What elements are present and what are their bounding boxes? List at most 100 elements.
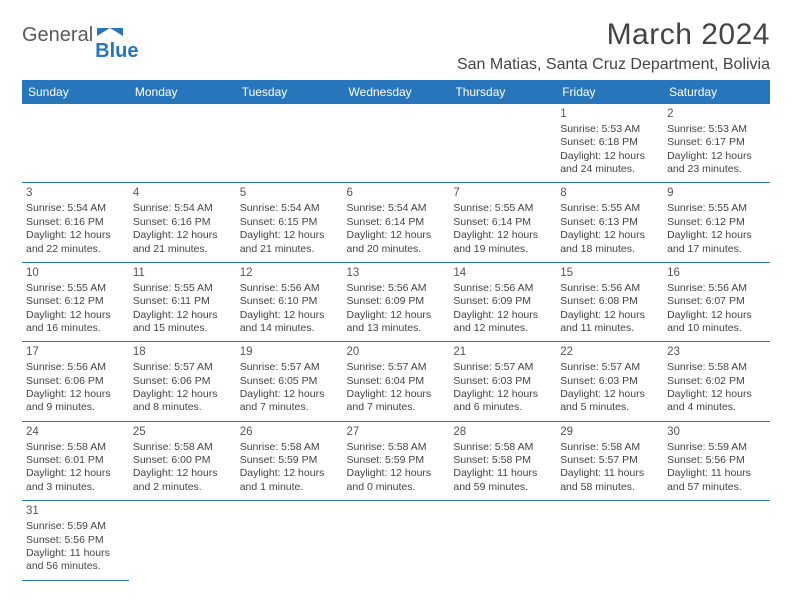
daylight-line: Daylight: 12 hours and 8 minutes. bbox=[133, 388, 232, 415]
sunset-line: Sunset: 6:06 PM bbox=[133, 375, 232, 388]
title-block: March 2024 San Matias, Santa Cruz Depart… bbox=[457, 18, 770, 74]
sunset-line: Sunset: 6:10 PM bbox=[240, 295, 339, 308]
calendar-day: 2Sunrise: 5:53 AMSunset: 6:17 PMDaylight… bbox=[663, 104, 770, 183]
sunset-line: Sunset: 6:12 PM bbox=[667, 216, 766, 229]
sunset-line: Sunset: 5:59 PM bbox=[240, 454, 339, 467]
sunrise-line: Sunrise: 5:57 AM bbox=[560, 361, 659, 374]
sunrise-line: Sunrise: 5:58 AM bbox=[560, 441, 659, 454]
sunset-line: Sunset: 6:03 PM bbox=[453, 375, 552, 388]
daylight-line: Daylight: 12 hours and 21 minutes. bbox=[240, 229, 339, 256]
sunrise-line: Sunrise: 5:54 AM bbox=[240, 202, 339, 215]
sunrise-line: Sunrise: 5:56 AM bbox=[667, 282, 766, 295]
sunrise-line: Sunrise: 5:53 AM bbox=[560, 123, 659, 136]
day-number: 9 bbox=[667, 186, 766, 201]
day-number: 14 bbox=[453, 266, 552, 281]
day-number: 27 bbox=[347, 425, 446, 440]
calendar-day: 7Sunrise: 5:55 AMSunset: 6:14 PMDaylight… bbox=[449, 183, 556, 262]
sunset-line: Sunset: 5:58 PM bbox=[453, 454, 552, 467]
sunrise-line: Sunrise: 5:58 AM bbox=[453, 441, 552, 454]
sunset-line: Sunset: 6:16 PM bbox=[133, 216, 232, 229]
calendar-empty bbox=[129, 501, 236, 580]
sunset-line: Sunset: 5:56 PM bbox=[26, 534, 125, 547]
sunrise-line: Sunrise: 5:58 AM bbox=[347, 441, 446, 454]
daylight-line: Daylight: 12 hours and 3 minutes. bbox=[26, 467, 125, 494]
calendar-day: 13Sunrise: 5:56 AMSunset: 6:09 PMDayligh… bbox=[343, 262, 450, 341]
calendar-day: 4Sunrise: 5:54 AMSunset: 6:16 PMDaylight… bbox=[129, 183, 236, 262]
calendar-day: 27Sunrise: 5:58 AMSunset: 5:59 PMDayligh… bbox=[343, 421, 450, 500]
day-number: 7 bbox=[453, 186, 552, 201]
sunrise-line: Sunrise: 5:58 AM bbox=[133, 441, 232, 454]
day-number: 18 bbox=[133, 345, 232, 360]
day-number: 17 bbox=[26, 345, 125, 360]
day-number: 12 bbox=[240, 266, 339, 281]
sunset-line: Sunset: 6:00 PM bbox=[133, 454, 232, 467]
sunrise-line: Sunrise: 5:57 AM bbox=[347, 361, 446, 374]
calendar-empty bbox=[449, 104, 556, 183]
calendar-empty bbox=[343, 104, 450, 183]
calendar-day: 20Sunrise: 5:57 AMSunset: 6:04 PMDayligh… bbox=[343, 342, 450, 421]
day-header-row: SundayMondayTuesdayWednesdayThursdayFrid… bbox=[22, 80, 770, 104]
day-header: Sunday bbox=[22, 80, 129, 104]
daylight-line: Daylight: 12 hours and 18 minutes. bbox=[560, 229, 659, 256]
day-header: Wednesday bbox=[343, 80, 450, 104]
sunset-line: Sunset: 5:59 PM bbox=[347, 454, 446, 467]
daylight-line: Daylight: 12 hours and 17 minutes. bbox=[667, 229, 766, 256]
daylight-line: Daylight: 12 hours and 23 minutes. bbox=[667, 150, 766, 177]
day-number: 20 bbox=[347, 345, 446, 360]
daylight-line: Daylight: 11 hours and 59 minutes. bbox=[453, 467, 552, 494]
sunrise-line: Sunrise: 5:55 AM bbox=[667, 202, 766, 215]
sunset-line: Sunset: 6:01 PM bbox=[26, 454, 125, 467]
calendar-body: 1Sunrise: 5:53 AMSunset: 6:18 PMDaylight… bbox=[22, 104, 770, 580]
daylight-line: Daylight: 12 hours and 7 minutes. bbox=[347, 388, 446, 415]
calendar-empty bbox=[22, 104, 129, 183]
calendar-empty bbox=[663, 501, 770, 580]
day-number: 8 bbox=[560, 186, 659, 201]
calendar-day: 28Sunrise: 5:58 AMSunset: 5:58 PMDayligh… bbox=[449, 421, 556, 500]
sunset-line: Sunset: 6:16 PM bbox=[26, 216, 125, 229]
sunset-line: Sunset: 6:06 PM bbox=[26, 375, 125, 388]
day-number: 6 bbox=[347, 186, 446, 201]
daylight-line: Daylight: 12 hours and 20 minutes. bbox=[347, 229, 446, 256]
calendar-day: 8Sunrise: 5:55 AMSunset: 6:13 PMDaylight… bbox=[556, 183, 663, 262]
calendar-empty bbox=[449, 501, 556, 580]
daylight-line: Daylight: 12 hours and 12 minutes. bbox=[453, 309, 552, 336]
sunrise-line: Sunrise: 5:55 AM bbox=[453, 202, 552, 215]
daylight-line: Daylight: 12 hours and 2 minutes. bbox=[133, 467, 232, 494]
calendar-day: 9Sunrise: 5:55 AMSunset: 6:12 PMDaylight… bbox=[663, 183, 770, 262]
sunrise-line: Sunrise: 5:56 AM bbox=[560, 282, 659, 295]
calendar-empty bbox=[556, 501, 663, 580]
calendar-week: 24Sunrise: 5:58 AMSunset: 6:01 PMDayligh… bbox=[22, 421, 770, 500]
day-number: 10 bbox=[26, 266, 125, 281]
day-header: Friday bbox=[556, 80, 663, 104]
day-number: 26 bbox=[240, 425, 339, 440]
day-header: Saturday bbox=[663, 80, 770, 104]
sunrise-line: Sunrise: 5:55 AM bbox=[560, 202, 659, 215]
daylight-line: Daylight: 12 hours and 4 minutes. bbox=[667, 388, 766, 415]
calendar-week: 3Sunrise: 5:54 AMSunset: 6:16 PMDaylight… bbox=[22, 183, 770, 262]
sunset-line: Sunset: 6:09 PM bbox=[347, 295, 446, 308]
daylight-line: Daylight: 11 hours and 56 minutes. bbox=[26, 547, 125, 574]
calendar-day: 17Sunrise: 5:56 AMSunset: 6:06 PMDayligh… bbox=[22, 342, 129, 421]
day-number: 11 bbox=[133, 266, 232, 281]
calendar-day: 1Sunrise: 5:53 AMSunset: 6:18 PMDaylight… bbox=[556, 104, 663, 183]
sunset-line: Sunset: 6:12 PM bbox=[26, 295, 125, 308]
calendar-week: 31Sunrise: 5:59 AMSunset: 5:56 PMDayligh… bbox=[22, 501, 770, 580]
calendar-day: 31Sunrise: 5:59 AMSunset: 5:56 PMDayligh… bbox=[22, 501, 129, 580]
calendar-day: 15Sunrise: 5:56 AMSunset: 6:08 PMDayligh… bbox=[556, 262, 663, 341]
day-number: 22 bbox=[560, 345, 659, 360]
calendar-day: 30Sunrise: 5:59 AMSunset: 5:56 PMDayligh… bbox=[663, 421, 770, 500]
calendar-day: 19Sunrise: 5:57 AMSunset: 6:05 PMDayligh… bbox=[236, 342, 343, 421]
calendar-day: 25Sunrise: 5:58 AMSunset: 6:00 PMDayligh… bbox=[129, 421, 236, 500]
sunset-line: Sunset: 6:03 PM bbox=[560, 375, 659, 388]
day-number: 2 bbox=[667, 107, 766, 122]
calendar-table: SundayMondayTuesdayWednesdayThursdayFrid… bbox=[22, 80, 770, 581]
daylight-line: Daylight: 11 hours and 58 minutes. bbox=[560, 467, 659, 494]
sunrise-line: Sunrise: 5:59 AM bbox=[667, 441, 766, 454]
calendar-day: 6Sunrise: 5:54 AMSunset: 6:14 PMDaylight… bbox=[343, 183, 450, 262]
sunrise-line: Sunrise: 5:54 AM bbox=[26, 202, 125, 215]
sunset-line: Sunset: 6:13 PM bbox=[560, 216, 659, 229]
sunrise-line: Sunrise: 5:57 AM bbox=[240, 361, 339, 374]
sunrise-line: Sunrise: 5:58 AM bbox=[240, 441, 339, 454]
sunset-line: Sunset: 5:56 PM bbox=[667, 454, 766, 467]
sunset-line: Sunset: 6:14 PM bbox=[453, 216, 552, 229]
